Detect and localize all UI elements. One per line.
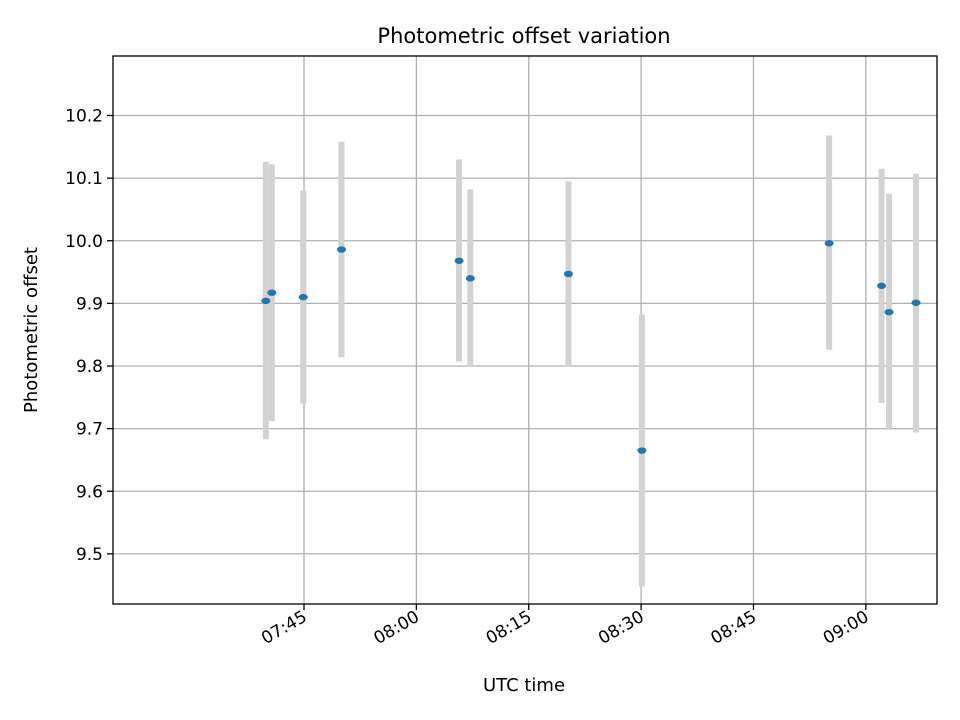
chart-title: Photometric offset variation: [377, 24, 670, 48]
tick-layer: 9.5 9.6 9.7 9.8 9.9 10.0 10.1 10.2 07:45 08:00 08:…: [65, 106, 872, 648]
y-tick-label: 9.6: [76, 482, 103, 502]
x-axis-label: UTC time: [483, 675, 565, 696]
data-point: [911, 299, 921, 306]
errorbar-layer: [262, 135, 920, 587]
x-tick-label: 08:15: [483, 607, 535, 649]
data-point: [465, 275, 475, 282]
data-point: [261, 297, 271, 305]
data-point: [336, 246, 346, 253]
data-point: [637, 447, 647, 454]
y-axis-label: Photometric offset: [21, 247, 42, 413]
x-tick-label: 08:30: [595, 607, 647, 649]
plot-frame: [112, 55, 938, 605]
data-point: [454, 257, 464, 264]
data-point: [563, 270, 573, 278]
data-point: [884, 308, 894, 316]
data-point: [824, 240, 834, 247]
y-tick-label: 9.5: [76, 545, 103, 565]
data-point: [298, 293, 308, 301]
data-point: [267, 289, 277, 296]
x-tick-label: 08:00: [370, 607, 422, 649]
marker-layer: [261, 240, 921, 454]
y-tick-label: 10.0: [65, 232, 103, 252]
y-tick-label: 9.7: [76, 420, 103, 440]
y-tick-label: 10.1: [65, 169, 103, 189]
y-tick-label: 9.8: [76, 357, 103, 377]
x-tick-label: 07:45: [258, 607, 310, 649]
x-tick-label: 09:00: [820, 607, 872, 649]
grid-layer: [113, 56, 937, 604]
x-tick-label: 08:45: [708, 607, 760, 649]
data-point: [877, 282, 887, 290]
y-tick-label: 10.2: [65, 106, 103, 126]
y-tick-label: 9.9: [76, 294, 103, 314]
